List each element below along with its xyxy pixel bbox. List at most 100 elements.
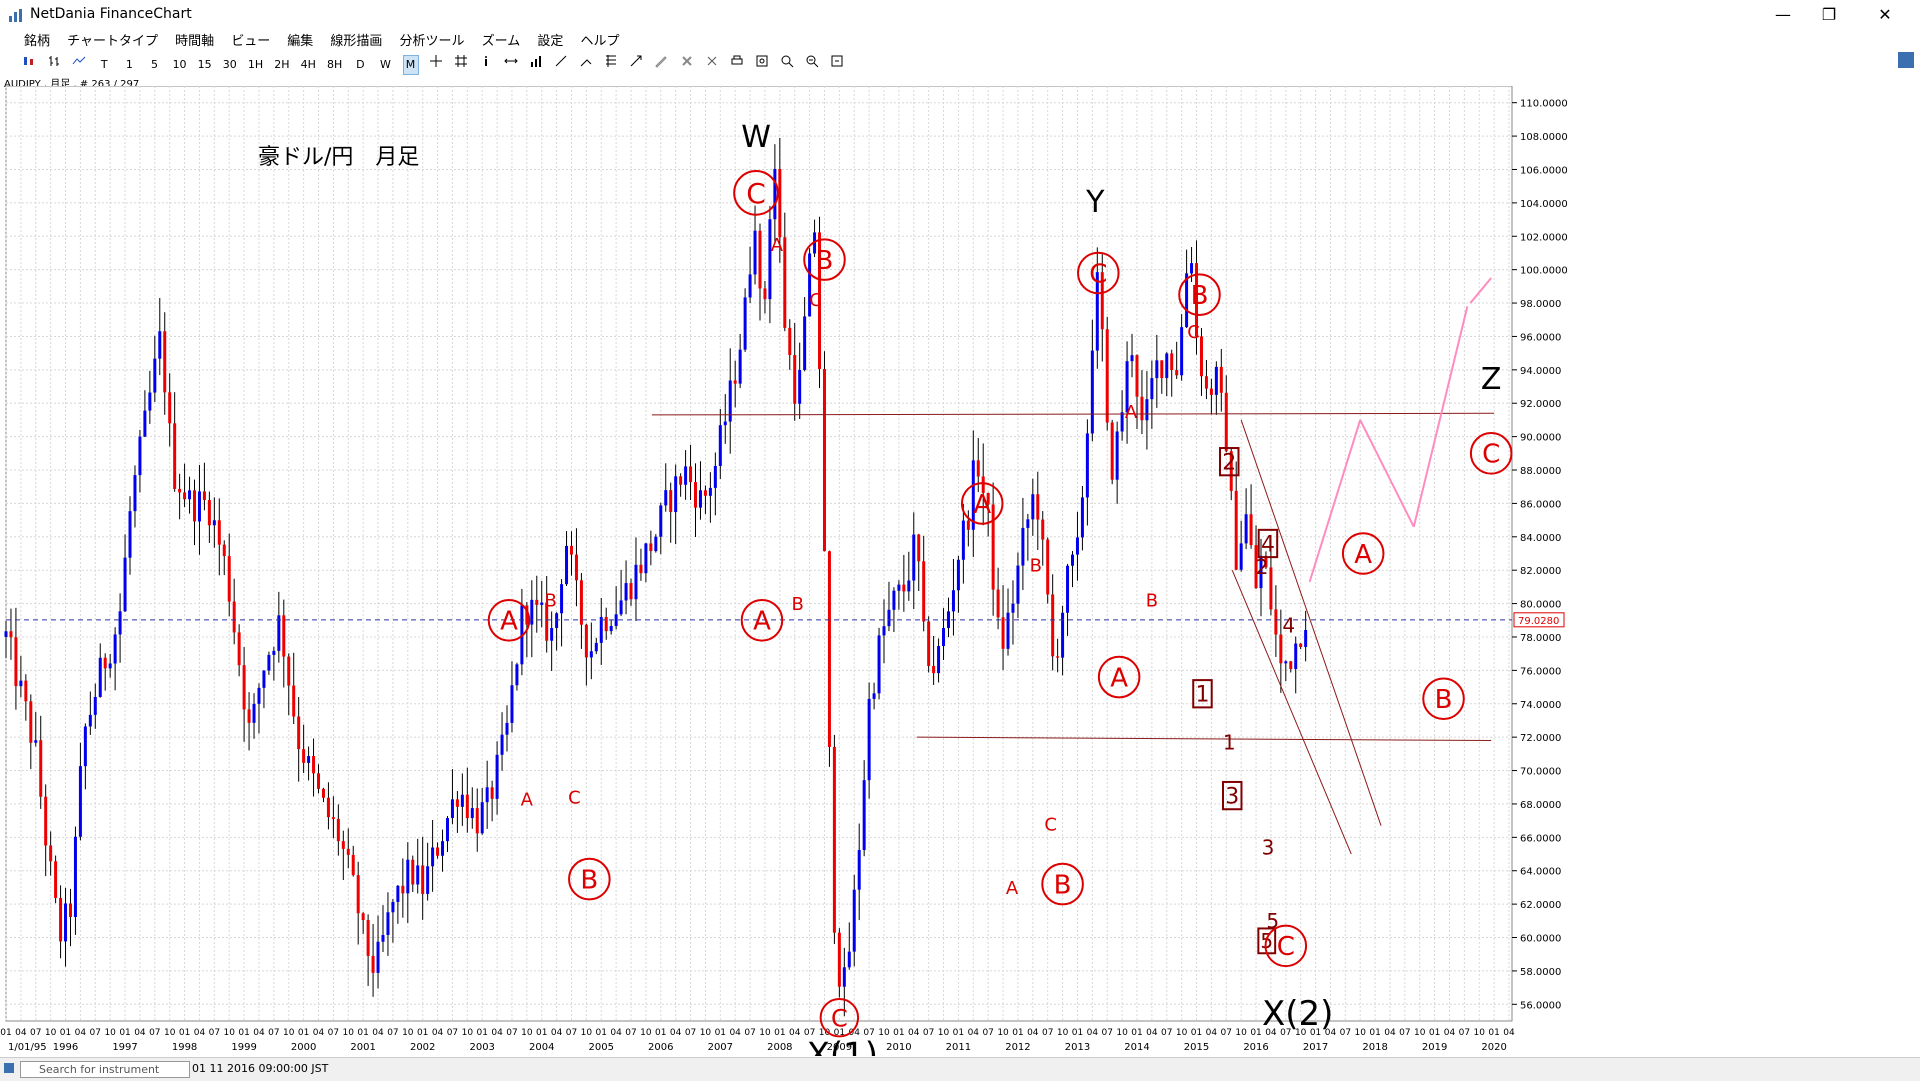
timeframe-monthly[interactable]: M (402, 55, 419, 75)
instrument-search-input[interactable]: Search for instrument (20, 1061, 190, 1078)
x-month-label: 07 (804, 1028, 815, 1038)
x-year-label: 1998 (172, 1042, 197, 1053)
candle-body (386, 912, 390, 936)
candle-body (1150, 378, 1154, 400)
candle-body (495, 754, 499, 799)
candle-body (1001, 617, 1005, 649)
timeframe-15m[interactable]: 15 (197, 58, 212, 71)
zoom-fit-icon[interactable] (755, 54, 769, 72)
delete-all-icon[interactable] (705, 54, 719, 72)
timeframe-30m[interactable]: 30 (222, 58, 237, 71)
menu-settings[interactable]: 設定 (537, 34, 564, 49)
x-month-label: 01 (119, 1028, 130, 1038)
menu-analysis[interactable]: 分析ツール (399, 34, 465, 49)
zoom-out-icon[interactable] (805, 54, 819, 72)
candle-body (460, 794, 464, 807)
annotation-label: 1 (1195, 683, 1209, 708)
x-year-label: 2009 (827, 1042, 852, 1053)
fibonacci-icon[interactable] (604, 54, 618, 72)
x-month-label: 04 (134, 1028, 146, 1038)
timeframe-10m[interactable]: 10 (172, 58, 187, 71)
candle-body (793, 355, 797, 404)
candle-body (222, 544, 226, 557)
timeframe-weekly[interactable]: W (379, 58, 391, 71)
menu-zoom[interactable]: ズーム (481, 34, 521, 49)
candle-chart-tool-icon[interactable] (22, 54, 36, 72)
crosshair-icon[interactable] (429, 54, 443, 72)
candle-body (346, 848, 350, 855)
trendline-icon[interactable] (554, 54, 568, 72)
grid-icon[interactable] (454, 54, 468, 72)
zoom-in-icon[interactable] (780, 54, 794, 72)
candle-body (877, 635, 881, 694)
ray-icon[interactable] (579, 54, 593, 72)
x-year-label: 2004 (529, 1042, 554, 1053)
y-tick-label: 104.0000 (1520, 199, 1568, 210)
candle-body (227, 556, 231, 602)
timeframe-1h[interactable]: 1H (247, 58, 264, 71)
annotation-label: B (816, 246, 834, 276)
delete-icon[interactable] (680, 54, 694, 72)
candle-body (88, 714, 92, 727)
x-month-label: 10 (521, 1028, 533, 1038)
menu-timeframe[interactable]: 時間軸 (175, 34, 215, 49)
candle-body (837, 932, 841, 987)
x-month-label: 07 (1221, 1028, 1232, 1038)
candle-body (535, 599, 539, 605)
close-button[interactable]: ✕ (1878, 5, 1892, 24)
candle-body (1115, 431, 1119, 480)
candle-body (1140, 396, 1144, 421)
print-icon[interactable] (730, 54, 744, 72)
menu-view[interactable]: ビュー (231, 34, 271, 49)
y-tick-label: 78.0000 (1520, 633, 1561, 644)
candle-body (1234, 490, 1238, 570)
x-month-label: 01 (417, 1028, 428, 1038)
bar-chart-tool-icon[interactable] (47, 54, 61, 72)
price-chart[interactable]: 56.0000 58.0000 60.0000 62.0000 64.0000 66.00… (0, 86, 1920, 1056)
x-month-label: 10 (45, 1028, 57, 1038)
x-month-label: 01 (1250, 1028, 1261, 1038)
x-month-label: 07 (982, 1028, 993, 1038)
info-icon[interactable] (479, 54, 493, 72)
arrows-icon[interactable] (504, 54, 518, 72)
candle-body (183, 492, 187, 500)
candle-body (718, 425, 722, 466)
x-month-label: 04 (432, 1028, 444, 1038)
zoom-reset-icon[interactable] (830, 54, 844, 72)
annotation-label: Y (1085, 185, 1105, 220)
menu-chart-type[interactable]: チャートタイプ (67, 34, 158, 49)
annotation-circle (819, 997, 860, 1038)
candle-body (188, 490, 192, 500)
menu-edit[interactable]: 編集 (287, 34, 314, 49)
candle-body (1249, 514, 1253, 546)
maximize-button[interactable]: ❐ (1821, 5, 1837, 24)
x-month-label: 10 (1414, 1028, 1426, 1038)
annotation-circle (1264, 924, 1308, 968)
pen-icon[interactable] (654, 54, 668, 72)
candle-body (1080, 497, 1084, 538)
line-chart-tool-icon[interactable] (72, 54, 86, 72)
timeframe-daily[interactable]: D (356, 58, 365, 71)
candle-body (1026, 519, 1030, 528)
candle-body (981, 476, 985, 493)
x-month-label: 10 (1354, 1028, 1366, 1038)
candle-body (708, 487, 712, 496)
menu-symbol[interactable]: 銘柄 (24, 34, 51, 49)
x-year-label: 2008 (767, 1042, 792, 1053)
timeframe-2h[interactable]: 2H (274, 58, 290, 71)
timeframe-5m[interactable]: 5 (150, 58, 158, 71)
x-month-label: 10 (1116, 1028, 1128, 1038)
volume-icon[interactable] (529, 54, 543, 72)
timeframe-4h[interactable]: 4H (300, 58, 316, 71)
candle-body (336, 818, 340, 842)
drawn-line (916, 736, 1492, 741)
menu-drawing[interactable]: 線形描画 (330, 34, 383, 49)
timeframe-1m[interactable]: 1 (125, 58, 133, 71)
menu-help[interactable]: ヘルプ (580, 34, 620, 49)
arrow-draw-icon[interactable] (629, 54, 643, 72)
timeframe-8h[interactable]: 8H (326, 58, 343, 71)
candle-body (1056, 656, 1060, 658)
minimize-button[interactable]: — (1775, 5, 1791, 24)
side-panel-icon[interactable] (1898, 52, 1914, 68)
timeframe-tick[interactable]: T (100, 58, 108, 71)
